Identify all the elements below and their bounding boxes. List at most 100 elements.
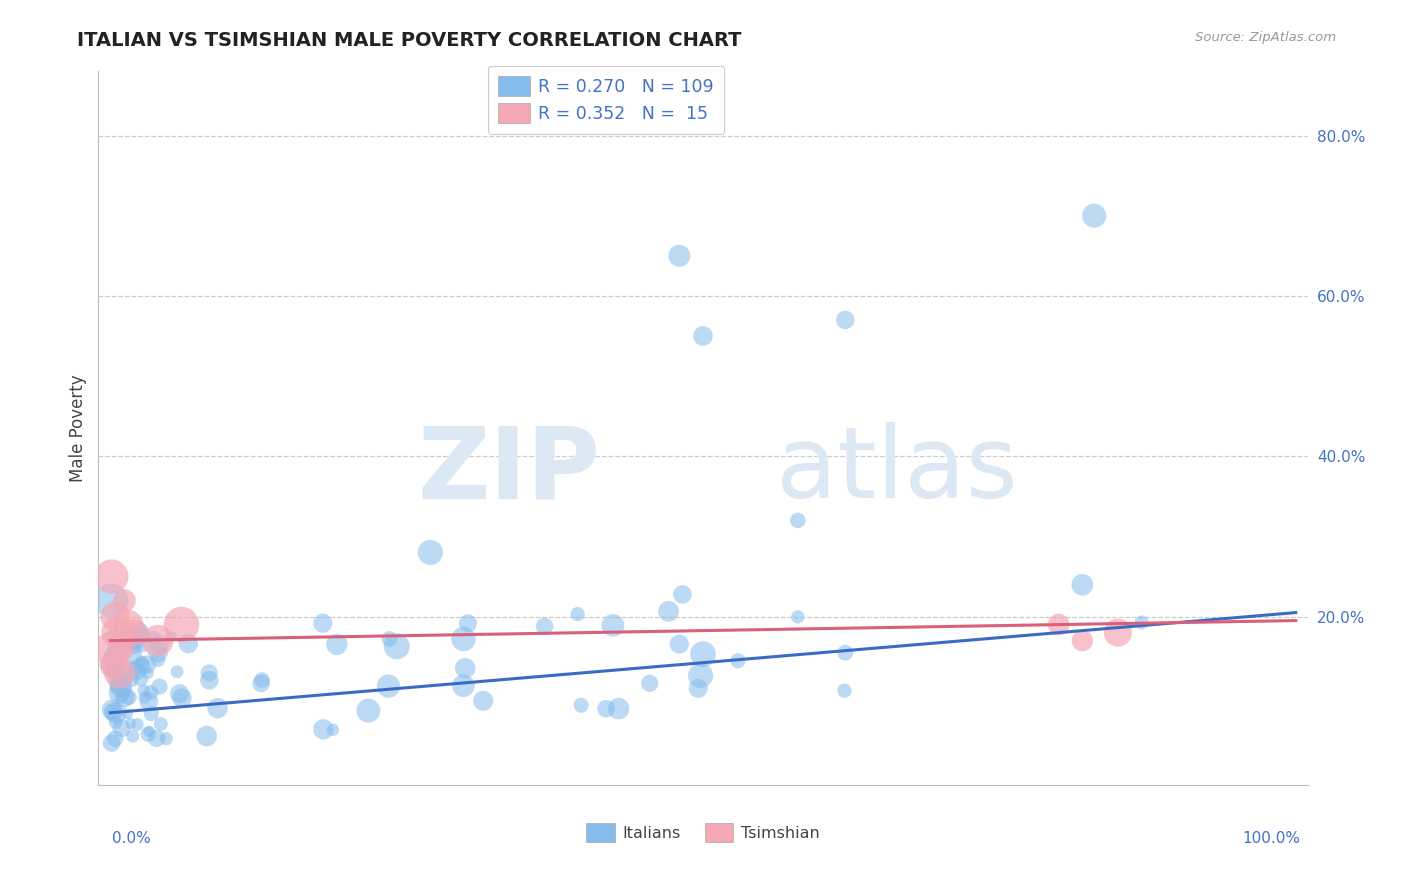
Point: [533, 619, 555, 633]
Point: [312, 616, 335, 631]
Point: [638, 676, 661, 690]
Point: [111, 690, 134, 705]
Point: [727, 654, 749, 668]
Point: [692, 647, 714, 661]
Point: [105, 680, 128, 694]
Point: [110, 680, 132, 694]
Point: [110, 669, 132, 683]
Point: [129, 624, 152, 639]
Point: [122, 625, 145, 640]
Point: [132, 683, 155, 698]
Point: [101, 703, 124, 717]
Point: [120, 672, 142, 686]
Point: [105, 660, 128, 674]
Point: [146, 633, 169, 648]
Point: [127, 717, 149, 731]
Point: [786, 610, 808, 624]
Point: [105, 706, 128, 720]
Point: [195, 729, 218, 743]
Text: 100.0%: 100.0%: [1243, 831, 1301, 846]
Point: [454, 661, 477, 675]
Point: [107, 672, 129, 686]
Point: [170, 617, 193, 632]
Point: [149, 717, 172, 731]
Point: [1107, 625, 1129, 640]
Point: [135, 657, 157, 672]
Point: [668, 637, 690, 651]
Text: atlas: atlas: [776, 423, 1017, 519]
Point: [124, 661, 146, 675]
Point: [121, 648, 143, 662]
Legend: Italians, Tsimshian: Italians, Tsimshian: [579, 817, 827, 848]
Point: [472, 694, 495, 708]
Point: [322, 723, 344, 737]
Point: [108, 665, 131, 680]
Point: [117, 638, 139, 652]
Point: [453, 632, 475, 646]
Point: [110, 721, 132, 735]
Point: [657, 604, 679, 618]
Point: [786, 513, 808, 527]
Point: [457, 616, 479, 631]
Point: [100, 569, 122, 583]
Point: [103, 665, 125, 679]
Point: [1071, 633, 1094, 648]
Point: [1083, 209, 1105, 223]
Point: [108, 686, 131, 700]
Point: [100, 593, 122, 607]
Point: [129, 672, 152, 686]
Point: [688, 681, 710, 696]
Point: [138, 724, 160, 739]
Point: [155, 731, 177, 746]
Point: [112, 683, 135, 698]
Point: [138, 727, 160, 741]
Point: [101, 641, 124, 656]
Point: [385, 640, 408, 654]
Y-axis label: Male Poverty: Male Poverty: [69, 375, 87, 482]
Point: [834, 313, 856, 327]
Point: [689, 668, 711, 682]
Point: [166, 665, 188, 679]
Point: [602, 618, 624, 632]
Point: [148, 680, 170, 694]
Point: [312, 723, 335, 737]
Point: [100, 657, 122, 672]
Point: [453, 679, 475, 693]
Point: [207, 701, 229, 715]
Point: [104, 609, 127, 624]
Point: [250, 676, 273, 690]
Point: [177, 637, 200, 651]
Point: [169, 687, 191, 701]
Point: [378, 632, 401, 646]
Point: [105, 643, 128, 657]
Point: [131, 659, 153, 673]
Point: [118, 690, 141, 705]
Text: 0.0%: 0.0%: [112, 831, 152, 846]
Point: [118, 631, 141, 645]
Point: [120, 634, 142, 648]
Point: [131, 634, 153, 648]
Point: [419, 545, 441, 559]
Point: [1071, 578, 1094, 592]
Point: [120, 716, 142, 731]
Point: [834, 683, 856, 698]
Point: [104, 715, 127, 730]
Point: [569, 698, 592, 713]
Point: [668, 249, 690, 263]
Point: [136, 666, 159, 681]
Point: [114, 593, 136, 607]
Point: [170, 691, 193, 706]
Point: [198, 673, 221, 688]
Point: [103, 705, 125, 719]
Point: [160, 630, 183, 644]
Point: [139, 685, 162, 699]
Point: [138, 694, 160, 708]
Point: [671, 587, 693, 601]
Point: [326, 637, 349, 651]
Point: [105, 625, 128, 640]
Point: [100, 630, 122, 644]
Point: [250, 673, 273, 687]
Point: [111, 641, 134, 656]
Point: [121, 729, 143, 743]
Point: [148, 637, 170, 651]
